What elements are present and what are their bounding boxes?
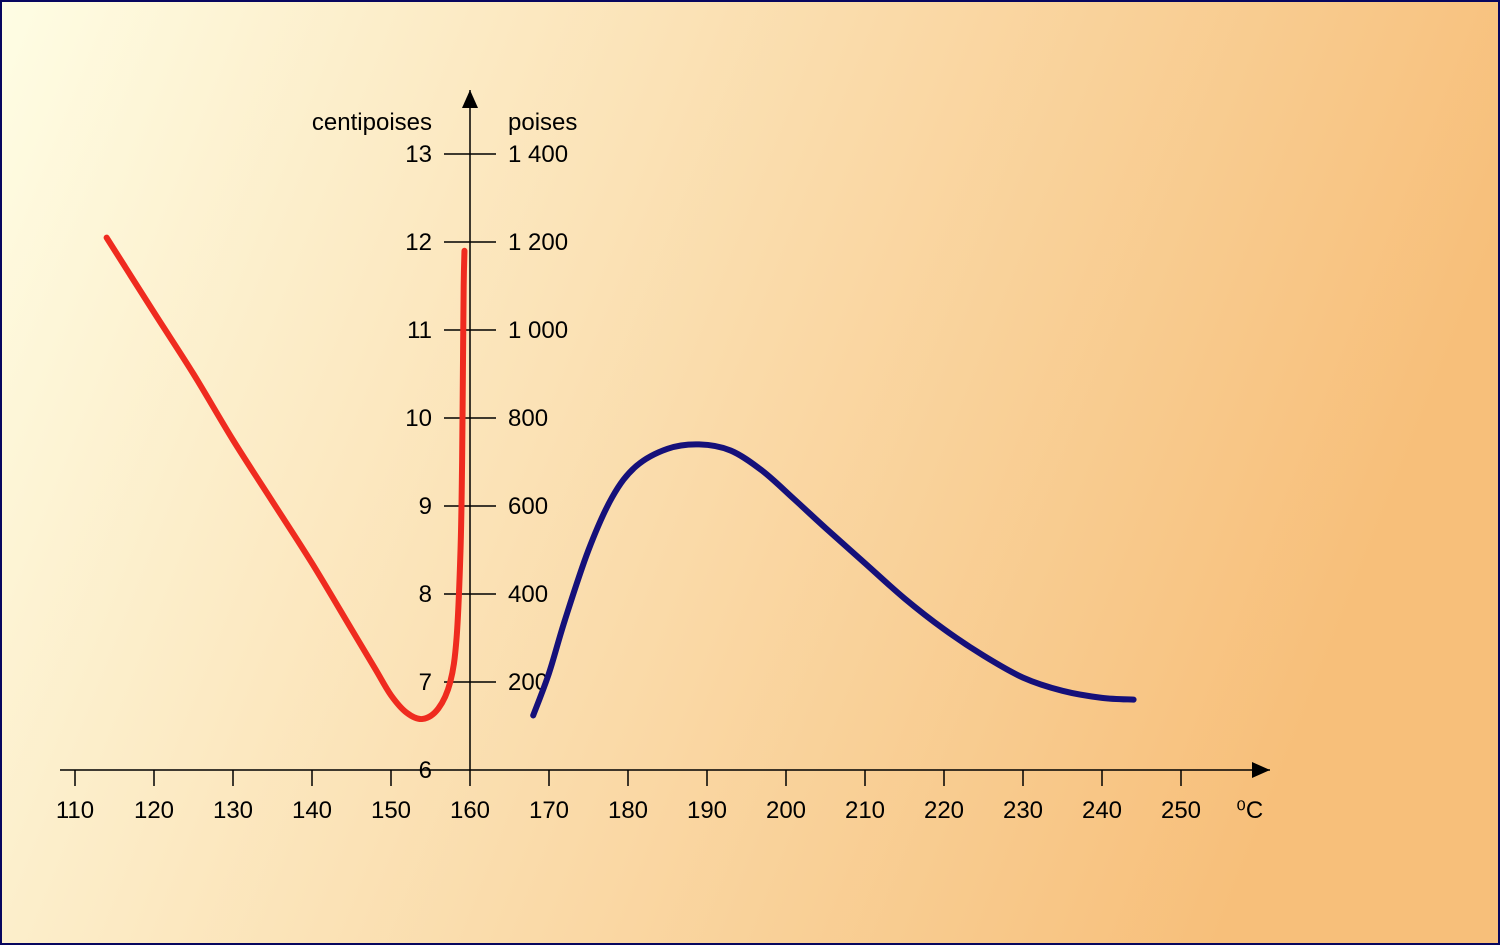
x-tick-label: 140 (292, 797, 332, 824)
x-tick-label: 120 (134, 797, 174, 824)
y-right-axis-label: poises (508, 109, 577, 136)
x-axis-label: ⁰C (1236, 797, 1263, 824)
x-tick-label: 220 (924, 797, 964, 824)
x-tick-label: 240 (1082, 797, 1122, 824)
y-left-tick-label: 6 (419, 757, 432, 784)
y-right-tick-label: 1 400 (508, 141, 568, 168)
y-left-tick-label: 11 (407, 317, 432, 344)
x-tick-label: 110 (56, 797, 94, 824)
x-tick-label: 130 (213, 797, 253, 824)
y-right-tick-label: 1 000 (508, 317, 568, 344)
x-tick-label: 150 (371, 797, 411, 824)
y-right-tick-label: 600 (508, 493, 548, 520)
viscosity-chart: 110 120 130 140 150 160 170 180 190 200 210 220 230 2… (0, 0, 1500, 945)
y-left-axis-label: centipoises (312, 109, 432, 136)
x-tick-label: 250 (1161, 797, 1201, 824)
y-left-tick-label: 9 (419, 493, 432, 520)
y-right-tick-label: 1 200 (508, 229, 568, 256)
y-right-tick-label: 400 (508, 581, 548, 608)
x-tick-label: 190 (687, 797, 727, 824)
y-left-tick-label: 13 (405, 141, 432, 168)
y-right-tick-label: 800 (508, 405, 548, 432)
x-tick-label: 180 (608, 797, 648, 824)
y-left-tick-label: 10 (405, 405, 432, 432)
x-tick-label: 200 (766, 797, 806, 824)
x-tick-label: 170 (529, 797, 569, 824)
x-tick-label: 160 (450, 797, 490, 824)
y-left-tick-label: 7 (419, 669, 432, 696)
y-left-tick-label: 8 (419, 581, 432, 608)
x-tick-label: 210 (845, 797, 885, 824)
x-tick-label: 230 (1003, 797, 1043, 824)
y-left-tick-label: 12 (405, 229, 432, 256)
chart-svg: 110 120 130 140 150 160 170 180 190 200 210 220 230 2… (0, 0, 1500, 945)
